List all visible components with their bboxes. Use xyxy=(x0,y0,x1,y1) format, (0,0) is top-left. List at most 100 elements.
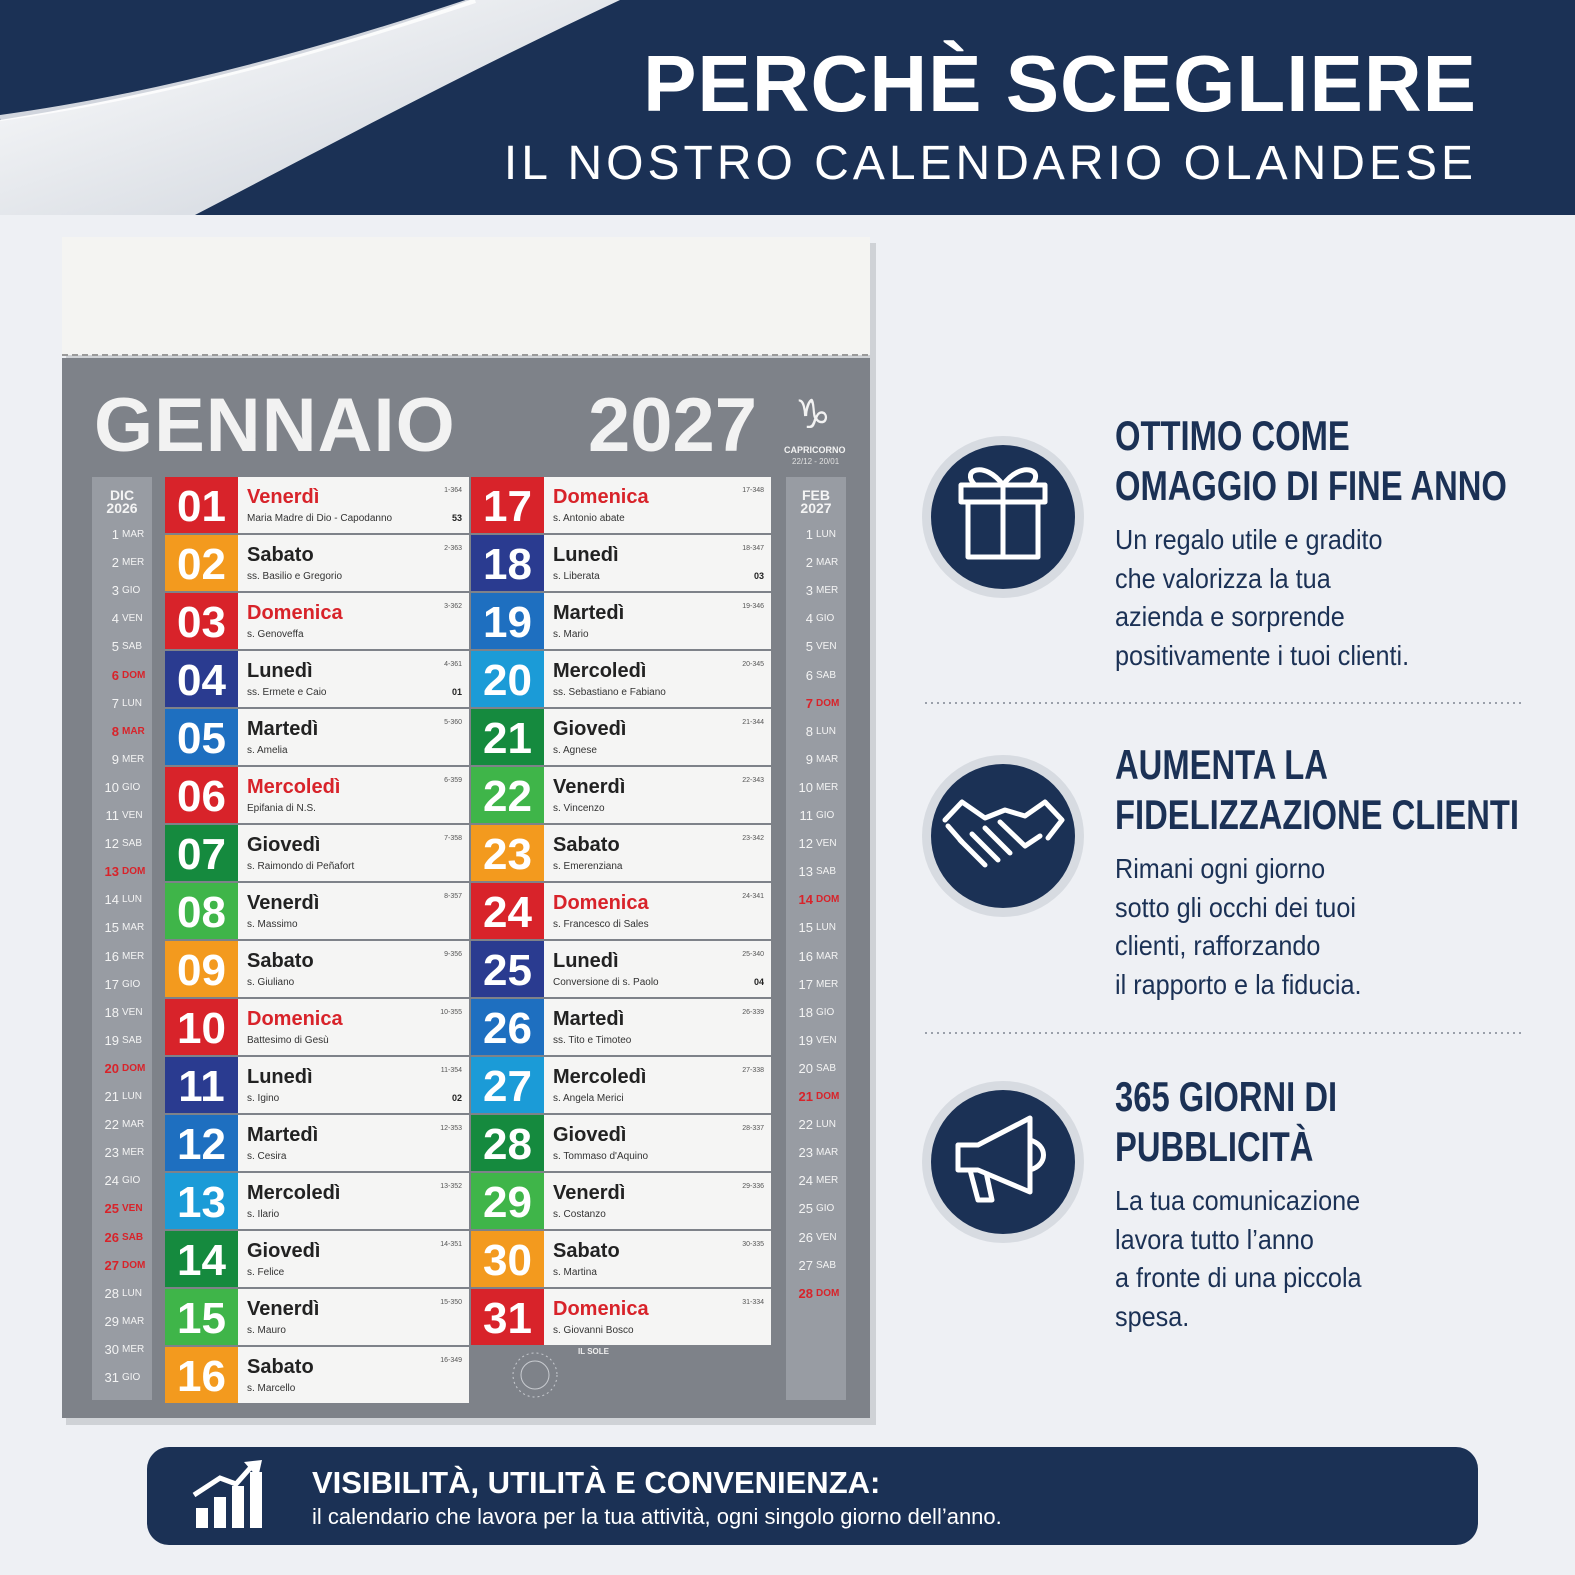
day-row xyxy=(238,883,469,939)
side-weekday: VEN xyxy=(816,838,837,850)
saint: s. Mario xyxy=(553,629,589,640)
day-row xyxy=(238,767,469,823)
saint: s. Massimo xyxy=(247,919,298,930)
day-number: 06 xyxy=(177,772,226,821)
saint: s. Raimondo di Peñafort xyxy=(247,861,355,872)
side-day: 25 xyxy=(798,1201,813,1217)
side-day: 5 xyxy=(111,639,119,655)
banner-title: VISIBILITÀ, UTILITÀ E CONVENIENZA: xyxy=(312,1465,881,1500)
banner-text: il calendario che lavora per la tua atti… xyxy=(312,1504,1002,1529)
side-weekday: GIO xyxy=(122,1372,141,1383)
side-weekday: DOM xyxy=(816,894,840,906)
side-day: 4 xyxy=(111,611,119,627)
day-box xyxy=(165,1115,238,1171)
day-code: 27-338 xyxy=(742,1067,764,1074)
side-weekday: MAR xyxy=(816,1147,839,1159)
saint: s. Giuliano xyxy=(247,977,295,988)
feature-text: spesa. xyxy=(1115,1301,1190,1333)
side-weekday: GIO xyxy=(816,613,835,625)
day-name: Domenica xyxy=(553,486,649,508)
day-box xyxy=(165,999,238,1055)
day-number: 19 xyxy=(483,598,532,647)
feature-title: 365 GIORNI DI xyxy=(1115,1073,1338,1120)
day-code: 6-359 xyxy=(444,777,462,784)
feature-title: OTTIMO COME xyxy=(1115,412,1350,459)
side-weekday: LUN xyxy=(122,894,143,906)
feature-text: positivamente i tuoi clienti. xyxy=(1115,640,1410,672)
side-day: 8 xyxy=(111,723,119,739)
side-weekday: VEN xyxy=(816,1231,837,1243)
side-day: 22 xyxy=(798,1117,813,1133)
side-day: 24 xyxy=(798,1173,813,1189)
day-box xyxy=(165,1057,238,1113)
side-day: 7 xyxy=(805,695,813,711)
day-name: Giovedì xyxy=(247,1240,321,1262)
day-code: 4-361 xyxy=(444,661,462,668)
day-number: 28 xyxy=(483,1120,532,1169)
day-number: 02 xyxy=(177,540,226,589)
side-day: 31 xyxy=(104,1370,119,1385)
day-box xyxy=(471,651,544,707)
day-number: 18 xyxy=(483,540,532,589)
day-number: 30 xyxy=(483,1236,532,1285)
day-number: 31 xyxy=(483,1294,532,1343)
side-day: 17 xyxy=(798,976,813,992)
day-box xyxy=(471,941,544,997)
day-name: Mercoledì xyxy=(553,1066,647,1088)
day-name: Lunedì xyxy=(247,1066,313,1088)
day-code: 14-351 xyxy=(440,1241,462,1248)
day-row xyxy=(544,1289,771,1345)
day-name: Mercoledì xyxy=(247,776,341,798)
day-code: 29-336 xyxy=(742,1183,764,1190)
side-day: 28 xyxy=(104,1285,119,1301)
day-code: 7-358 xyxy=(444,835,462,842)
sun-label: IL SOLE xyxy=(578,1347,609,1356)
side-day: 25 xyxy=(104,1201,119,1217)
day-name: Venerdì xyxy=(553,776,626,798)
feature-title: FIDELIZZAZIONE CLIENTI xyxy=(1115,791,1520,838)
side-weekday: MER xyxy=(122,1147,145,1159)
day-name: Sabato xyxy=(553,1240,620,1262)
feature-text: il rapporto e la fiducia. xyxy=(1115,969,1362,1001)
day-box xyxy=(165,941,238,997)
icon-gift xyxy=(922,436,1084,598)
side-weekday: GIO xyxy=(122,585,141,597)
day-row xyxy=(544,651,771,707)
side-weekday: MAR xyxy=(122,922,145,934)
side-day: 27 xyxy=(104,1257,119,1273)
day-name: Domenica xyxy=(247,602,343,624)
sun-graphic xyxy=(512,1352,558,1398)
side-weekday: DOM xyxy=(122,1259,146,1271)
zodiac-symbol: ♑ xyxy=(795,392,831,438)
day-code: 11-354 xyxy=(440,1067,462,1074)
day-name: Domenica xyxy=(553,892,649,914)
day-row xyxy=(544,1115,771,1171)
day-number: 26 xyxy=(483,1004,532,1053)
day-number: 03 xyxy=(177,598,226,647)
day-box xyxy=(165,1347,238,1403)
side-weekday: SAB xyxy=(122,1231,144,1243)
day-name: Mercoledì xyxy=(553,660,647,682)
day-row xyxy=(238,999,469,1055)
day-row xyxy=(238,825,469,881)
day-code: 21-344 xyxy=(742,719,764,726)
day-box xyxy=(165,709,238,765)
side-weekday: MER xyxy=(816,1175,839,1187)
month: GENNAIO xyxy=(94,383,456,468)
side-weekday: MER xyxy=(816,585,839,597)
side-weekday: SAB xyxy=(122,641,143,653)
side-day: 9 xyxy=(111,751,119,767)
banner xyxy=(147,1447,1478,1545)
day-row xyxy=(238,941,469,997)
side-day: 19 xyxy=(104,1032,119,1048)
day-box xyxy=(165,535,238,591)
side-weekday: MAR xyxy=(122,529,145,540)
week-number: 02 xyxy=(451,1093,462,1103)
side-weekday: GIO xyxy=(816,1006,835,1018)
day-name: Sabato xyxy=(247,950,314,972)
day-box xyxy=(471,825,544,881)
side-year: 2026 xyxy=(106,500,138,516)
zodiac: CAPRICORNO xyxy=(784,445,846,455)
feature-text: lavora tutto l’anno xyxy=(1115,1223,1314,1255)
side-weekday: MAR xyxy=(816,557,839,569)
